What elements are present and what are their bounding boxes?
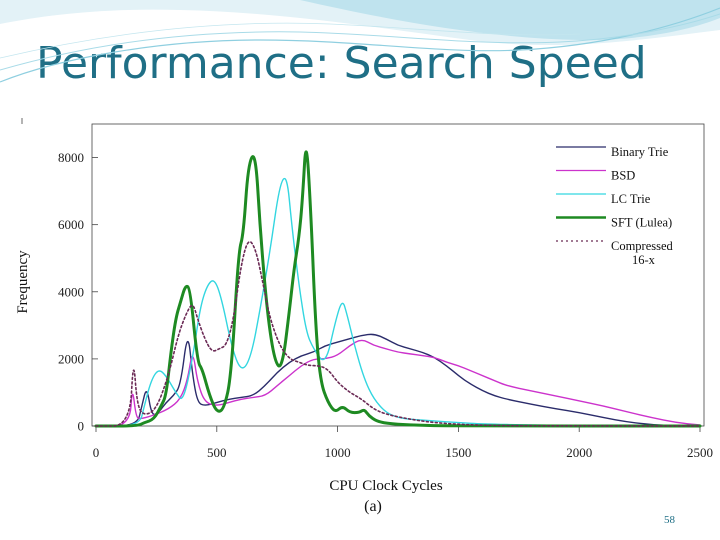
- y-tick-label: 0: [78, 419, 85, 434]
- series-layer: [94, 150, 702, 428]
- legend-label-line2: 16-x: [632, 253, 656, 267]
- series-line-binary-trie: [95, 333, 701, 427]
- legend-label: Compressed: [611, 239, 674, 253]
- y-tick-label: 6000: [58, 217, 84, 232]
- series-line-compressed-16-x: [95, 240, 701, 427]
- slide-title: Performance: Search Speed: [36, 38, 647, 89]
- y-tick-label: 4000: [58, 284, 84, 299]
- plot-frame: [21, 118, 705, 427]
- x-axis-title: CPU Clock Cycles: [329, 478, 442, 494]
- series-line-lc-trie: [95, 177, 701, 427]
- x-tick-label: 2500: [687, 445, 713, 460]
- y-axis-ticks: 0 2000 4000 6000 8000: [58, 150, 98, 434]
- x-tick-label: 1000: [325, 445, 351, 460]
- x-axis-ticks: 0 500 1000 1500 2000 2500: [93, 426, 713, 460]
- x-tick-label: 2000: [566, 445, 592, 460]
- x-tick-label: 1500: [445, 445, 471, 460]
- x-tick-label: 500: [207, 445, 227, 460]
- legend-label: SFT (Lulea): [611, 216, 672, 230]
- legend: Binary Trie BSD LC Trie SFT (Lulea) Compress…: [556, 145, 674, 267]
- legend-label: LC Trie: [611, 192, 651, 206]
- y-tick-label: 2000: [58, 351, 84, 366]
- series-line-bsd: [95, 339, 701, 427]
- y-axis-title: Frequency: [15, 250, 31, 314]
- slide-number: 58: [664, 514, 675, 526]
- series-line-sft-lulea: [94, 150, 702, 428]
- x-tick-label: 0: [93, 445, 100, 460]
- panel-label: (a): [364, 498, 382, 515]
- header-decoration: [0, 0, 720, 83]
- legend-label: BSD: [611, 169, 635, 183]
- y-tick-label: 8000: [58, 150, 84, 165]
- legend-label: Binary Trie: [611, 145, 669, 159]
